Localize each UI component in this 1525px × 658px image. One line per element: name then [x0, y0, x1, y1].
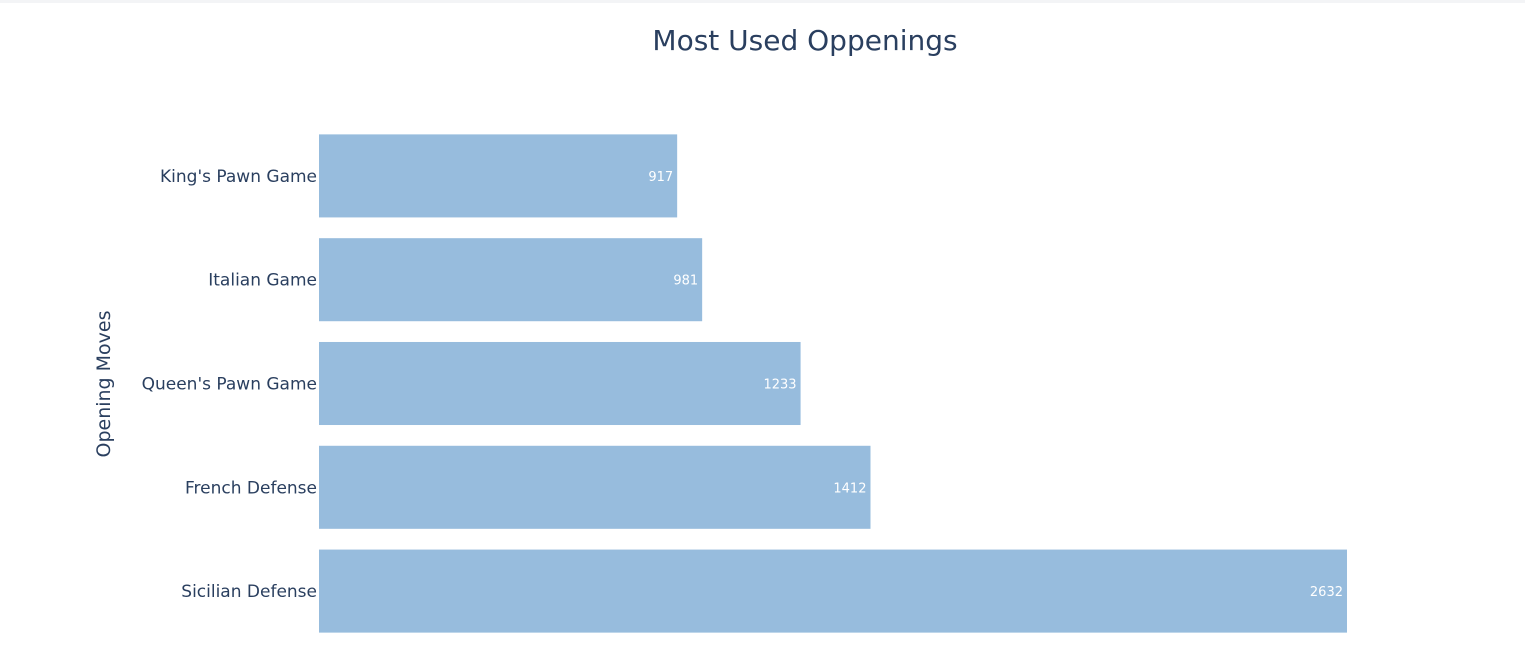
y-tick-label-king-s-pawn-game: King's Pawn Game	[160, 167, 317, 187]
bar-french-defense[interactable]	[319, 445, 871, 529]
y-tick-label-queen-s-pawn-game: Queen's Pawn Game	[142, 375, 317, 395]
data-label-sicilian-defense: 2632	[1310, 585, 1343, 600]
bar-sicilian-defense[interactable]	[319, 549, 1347, 633]
data-label-italian-game: 981	[673, 274, 698, 289]
bar-queen-s-pawn-game[interactable]	[319, 341, 801, 426]
data-label-french-defense: 1412	[833, 481, 866, 496]
data-labels: 917 981 1233 1412 2632	[648, 170, 1343, 600]
data-label-king-s-pawn-game: 917	[648, 170, 673, 185]
bar-italian-game[interactable]	[319, 238, 703, 322]
chart-title: Most Used Oppenings	[652, 24, 957, 57]
y-tick-label-french-defense: French Defense	[185, 478, 317, 498]
y-tick-labels: King's Pawn Game Italian Game Queen's Pawn…	[142, 167, 317, 602]
bar-king-s-pawn-game[interactable]	[319, 134, 678, 218]
top-border	[0, 0, 1525, 3]
y-tick-label-italian-game: Italian Game	[208, 271, 317, 291]
y-tick-label-sicilian-defense: Sicilian Defense	[181, 582, 317, 602]
y-axis-label: Opening Moves	[93, 310, 115, 457]
data-label-queen-s-pawn-game: 1233	[763, 378, 796, 393]
bars-group	[319, 134, 1347, 633]
